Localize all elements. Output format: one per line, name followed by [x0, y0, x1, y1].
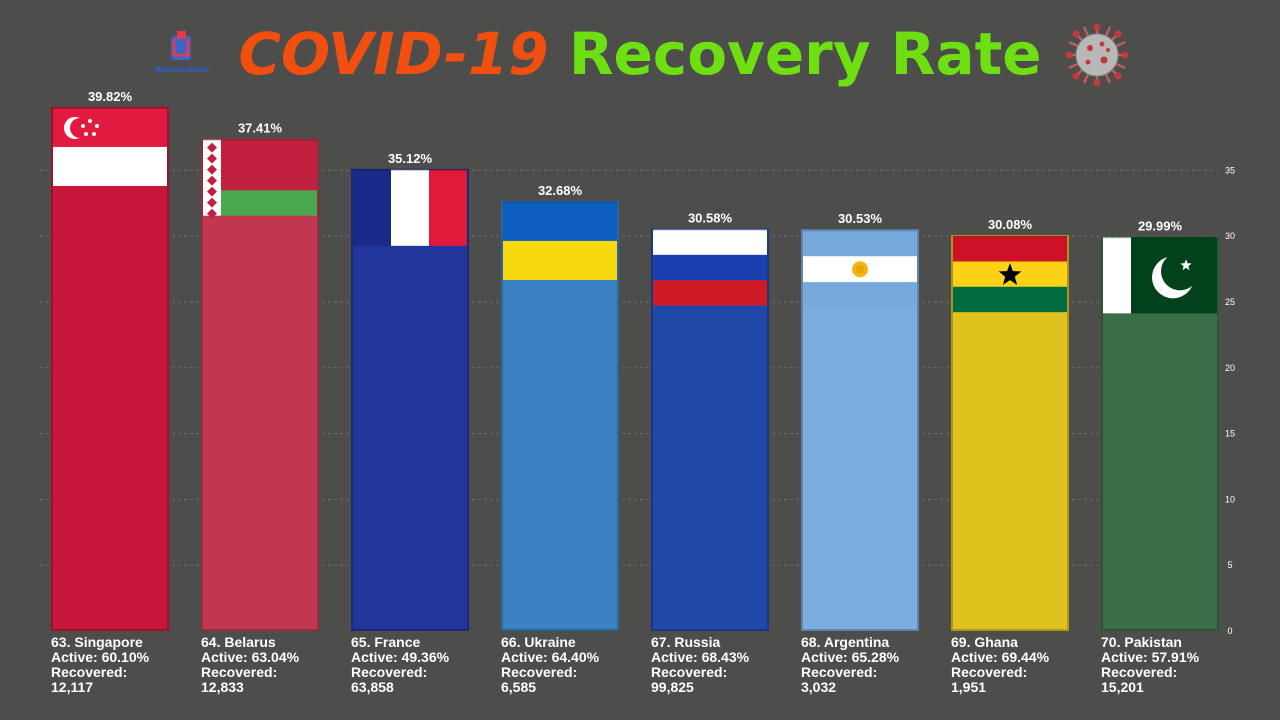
y-tick-label: 5 — [1227, 560, 1232, 570]
coronavirus-icon — [1064, 22, 1130, 88]
bar-group-russia: 30.58% — [651, 211, 769, 631]
y-tick-label: 35 — [1225, 165, 1235, 175]
category-label: 70. Pakistan — [1101, 634, 1182, 650]
france-flag-icon — [353, 169, 467, 246]
ghana-flag-icon — [953, 236, 1067, 313]
recovered-value: 1,951 — [951, 679, 987, 695]
value-label-russia: 30.58% — [688, 211, 733, 226]
bar-label-argentina: 68. Argentina Active: 65.28% Recovered: 3,0… — [801, 635, 951, 695]
y-tick-label: 30 — [1225, 231, 1235, 241]
bar-label-ukraine: 66. Ukraine Active: 64.40% Recovered: 6,585 — [501, 635, 651, 695]
y-tick-label: 15 — [1225, 429, 1235, 439]
bar-outline — [801, 229, 919, 632]
active-label: Active: 69.44% — [951, 649, 1050, 665]
bar-label-russia: 67. Russia Active: 68.43% Recovered: 99,825 — [651, 635, 801, 695]
category-label: 65. France — [351, 634, 421, 650]
recovered-value: 15,201 — [1101, 679, 1144, 695]
bar-group-belarus: 37.41% — [201, 121, 319, 632]
active-label: Active: 57.91% — [1101, 649, 1200, 665]
category-label: 64. Belarus — [201, 634, 276, 650]
belarus-flag-icon — [203, 139, 317, 219]
active-label: Active: 64.40% — [501, 649, 600, 665]
bar-group-france: 35.12% — [351, 151, 469, 631]
value-label-belarus: 37.41% — [238, 121, 283, 136]
category-label: 67. Russia — [651, 634, 721, 650]
category-label: 63. Singapore — [51, 634, 143, 650]
recovered-value: 6,585 — [501, 679, 537, 695]
active-label: Active: 65.28% — [801, 649, 900, 665]
bar-group-ghana: 30.08% — [951, 217, 1069, 632]
recovered-value: 12,833 — [201, 679, 244, 695]
chart-title-recovery: Recovery Rate — [568, 20, 1042, 88]
recovered-label: Recovered: — [651, 664, 728, 680]
value-label-argentina: 30.53% — [838, 211, 883, 226]
bar-group-pakistan: 29.99% — [1101, 218, 1219, 631]
chart-title-covid: COVID-19 — [238, 20, 549, 88]
active-label: Active: 60.10% — [51, 649, 150, 665]
recovered-label: Recovered: — [351, 664, 428, 680]
value-label-ghana: 30.08% — [988, 217, 1033, 232]
recovered-label: Recovered: — [951, 664, 1028, 680]
y-tick-label: 20 — [1225, 363, 1235, 373]
pakistan-flag-icon — [1103, 237, 1217, 314]
active-label: Active: 63.04% — [201, 649, 300, 665]
category-label: 66. Ukraine — [501, 634, 576, 650]
recovered-value: 63,858 — [351, 679, 394, 695]
bar-outline — [51, 106, 169, 631]
recovered-value: 3,032 — [801, 679, 837, 695]
bar-outline — [1101, 236, 1219, 631]
bar-label-singapore: 63. Singapore Active: 60.10% Recovered: 12,… — [51, 635, 201, 695]
bar-singapore — [51, 106, 169, 631]
active-label: Active: 49.36% — [351, 649, 450, 665]
value-label-ukraine: 32.68% — [538, 183, 583, 198]
chart-title: COVID-19 Recovery Rate — [0, 16, 1280, 92]
category-label: 68. Argentina — [801, 634, 890, 650]
russia-flag-icon — [653, 229, 767, 306]
bar-outline — [201, 138, 319, 632]
y-tick-label: 25 — [1225, 297, 1235, 307]
bar-label-pakistan: 70. Pakistan Active: 57.91% Recovered: 15,2… — [1101, 635, 1251, 695]
singapore-flag-icon — [53, 107, 167, 186]
recovered-label: Recovered: — [801, 664, 878, 680]
bar-outline — [651, 228, 769, 631]
bar-group-ukraine: 32.68% — [501, 183, 619, 631]
y-tick-label: 0 — [1227, 626, 1232, 636]
bar-label-france: 65. France Active: 49.36% Recovered: 63,858 — [351, 635, 501, 695]
bar-outline — [951, 235, 1069, 632]
brand-name: WawamuStats — [155, 65, 209, 74]
bar-france — [351, 168, 469, 631]
value-label-singapore: 39.82% — [88, 89, 133, 104]
recovered-value: 12,117 — [51, 679, 94, 695]
argentina-flag-icon — [803, 230, 917, 309]
wawamustats-logo-icon: WawamuStats — [144, 26, 220, 80]
recovered-label: Recovered: — [51, 664, 128, 680]
bar-outline — [351, 168, 469, 631]
recovered-label: Recovered: — [501, 664, 578, 680]
value-label-pakistan: 29.99% — [1138, 218, 1183, 233]
y-tick-label: 10 — [1225, 494, 1235, 504]
bar-belarus — [201, 138, 319, 632]
value-label-france: 35.12% — [388, 151, 433, 166]
recovered-label: Recovered: — [1101, 664, 1178, 680]
ukraine-flag-icon — [503, 201, 617, 280]
bar-label-ghana: 69. Ghana Active: 69.44% Recovered: 1,951 — [951, 635, 1101, 695]
bar-group-singapore: 39.82% — [51, 89, 169, 631]
bar-label-belarus: 64. Belarus Active: 63.04% Recovered: 12,83… — [201, 635, 351, 695]
category-label: 69. Ghana — [951, 634, 1018, 650]
bar-group-argentina: 30.53% — [801, 211, 919, 632]
recovered-label: Recovered: — [201, 664, 278, 680]
bar-outline — [501, 200, 619, 631]
recovered-value: 99,825 — [651, 679, 694, 695]
active-label: Active: 68.43% — [651, 649, 750, 665]
